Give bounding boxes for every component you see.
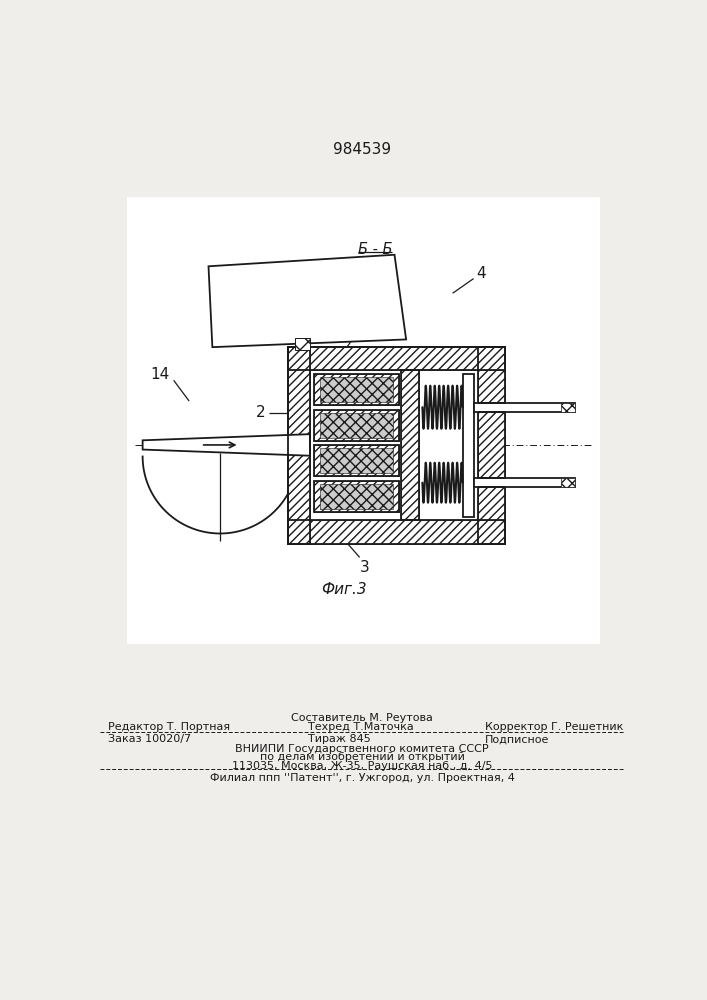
Bar	[127, 197, 600, 644]
Polygon shape	[209, 255, 406, 347]
Bar	[314, 481, 399, 512]
Bar	[478, 403, 506, 412]
Bar	[561, 403, 575, 412]
Bar	[462, 374, 474, 517]
Text: Б - Б: Б - Б	[358, 242, 392, 257]
Bar	[478, 478, 506, 487]
Bar	[320, 377, 393, 402]
Text: 14: 14	[151, 367, 170, 382]
Text: 3: 3	[359, 560, 369, 575]
Text: Корректор Г. Решетник: Корректор Г. Решетник	[485, 722, 624, 732]
Bar	[314, 410, 399, 441]
Bar	[288, 347, 310, 544]
Text: Подписное: Подписное	[485, 734, 549, 744]
Bar	[314, 374, 399, 405]
Text: Тираж 845: Тираж 845	[308, 734, 371, 744]
Bar	[314, 445, 399, 476]
Bar	[474, 403, 575, 412]
Bar	[295, 338, 310, 350]
Text: Составитель М. Реутова: Составитель М. Реутова	[291, 713, 433, 723]
Text: Филиал ппп ''Патент'', г. Ужгород, ул. Проектная, 4: Филиал ппп ''Патент'', г. Ужгород, ул. П…	[209, 773, 515, 783]
Bar	[561, 478, 575, 487]
Text: Фиг.3: Фиг.3	[321, 582, 366, 597]
Bar	[314, 445, 399, 476]
Text: 1: 1	[363, 307, 372, 322]
Text: Заказ 10020/7: Заказ 10020/7	[107, 734, 191, 744]
Bar	[288, 520, 506, 544]
Text: по делам изобретений и открытий: по делам изобретений и открытий	[259, 752, 464, 762]
Bar	[320, 484, 393, 509]
Bar	[402, 370, 419, 520]
Bar	[474, 478, 575, 487]
Text: 984539: 984539	[333, 142, 391, 157]
Bar	[419, 370, 506, 520]
Text: ВНИИПИ Государственного комитета СССР: ВНИИПИ Государственного комитета СССР	[235, 744, 489, 754]
Bar	[320, 413, 393, 438]
Bar	[288, 347, 506, 544]
Text: Редактор Т. Портная: Редактор Т. Портная	[107, 722, 230, 732]
Bar	[314, 481, 399, 512]
Bar	[402, 370, 419, 520]
Bar	[314, 374, 399, 405]
Text: Техред Т.Маточка: Техред Т.Маточка	[308, 722, 414, 732]
Bar	[478, 347, 506, 544]
Text: 4: 4	[476, 266, 486, 282]
Polygon shape	[143, 434, 310, 456]
Bar	[288, 347, 310, 544]
Bar	[288, 520, 506, 544]
Bar	[288, 347, 506, 370]
Text: 2: 2	[255, 405, 265, 420]
Bar	[320, 448, 393, 473]
Text: 113035, Москва, Ж-35, Раушская наб., д. 4/5: 113035, Москва, Ж-35, Раушская наб., д. …	[232, 761, 492, 771]
Bar	[314, 410, 399, 441]
Bar	[288, 347, 506, 370]
Bar	[478, 347, 506, 544]
